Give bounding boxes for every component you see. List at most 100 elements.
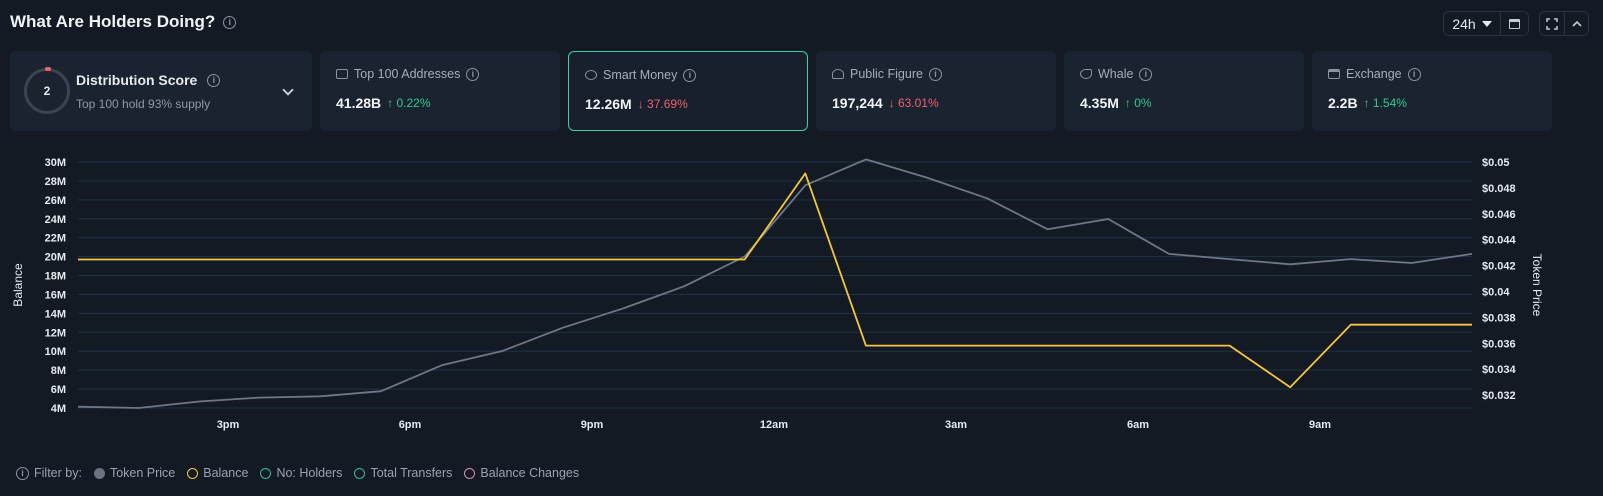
y2-tick-label: $0.036 — [1482, 338, 1516, 350]
metric-value-row: 197,244 ↓ 63.01% — [832, 95, 1056, 111]
y2-tick-label: $0.048 — [1482, 183, 1516, 195]
metric-label: Top 100 Addresses i — [336, 67, 560, 81]
metric-value: 2.2B — [1328, 95, 1358, 111]
distribution-subtitle: Top 100 hold 93% supply — [76, 97, 211, 111]
filter-label: i Filter by: — [16, 466, 82, 480]
x-tick-label: 9pm — [581, 419, 604, 431]
metric-card-smart-money[interactable]: Smart Money i 12.26M ↓ 37.69% — [568, 51, 808, 131]
collapse-button[interactable] — [1564, 12, 1588, 35]
metric-value: 4.35M — [1080, 95, 1119, 111]
chevron-up-icon — [1571, 20, 1582, 27]
x-tick-label: 6am — [1127, 419, 1149, 431]
info-icon[interactable]: i — [223, 15, 237, 29]
metric-card-public-figure[interactable]: Public Figure i 197,244 ↓ 63.01% — [816, 51, 1056, 131]
metric-value: 41.28B — [336, 95, 382, 111]
holders-chart[interactable]: 30M 28M 26M 24M 22M 20M 18M 16M 14M 12M 10M 8M 6M 4M $… — [0, 140, 1603, 450]
metric-label: Smart Money i — [585, 68, 807, 82]
page-title: What Are Holders Doing? — [10, 12, 216, 31]
range-dropdown[interactable]: 24h — [1444, 12, 1500, 35]
smart-money-icon — [585, 70, 597, 80]
balance-changes-dot-icon — [464, 467, 476, 479]
metric-change: ↑ 1.54% — [1363, 96, 1407, 110]
balance-series-line — [78, 172, 1472, 389]
y-tick-label: 14M — [45, 308, 66, 320]
filter-text: Total Transfers — [370, 466, 453, 480]
metric-label: Exchange i — [1328, 67, 1552, 81]
filter-text: Balance — [203, 466, 249, 480]
y-tick-label: 30M — [45, 157, 66, 169]
y-tick-label: 4M — [51, 403, 66, 415]
metric-label-text: Smart Money — [603, 68, 678, 82]
y2-tick-label: $0.044 — [1482, 235, 1517, 247]
metric-cards: 2 Distribution Score i Top 100 hold 93% … — [10, 51, 1590, 131]
y-tick-label: 20M — [45, 252, 66, 264]
balance-dot-icon — [187, 467, 199, 479]
gauge-marker — [45, 67, 51, 71]
y-tick-label: 26M — [45, 195, 66, 207]
expand-icon — [1546, 17, 1558, 30]
y-tick-label: 6M — [51, 384, 66, 396]
header: What Are Holders Doing? i — [10, 12, 237, 32]
transfers-dot-icon — [354, 467, 366, 479]
info-icon[interactable]: i — [683, 68, 697, 82]
x-tick-label: 12am — [760, 419, 788, 431]
token-price-dot-icon — [93, 467, 105, 479]
y2-tick-label: $0.042 — [1482, 261, 1516, 273]
filter-token-price[interactable]: Token Price — [93, 466, 175, 480]
wallet-icon — [336, 69, 348, 79]
metric-label-text: Top 100 Addresses — [354, 67, 461, 81]
range-controls: 24h — [1443, 11, 1529, 36]
y2-tick-label: $0.046 — [1482, 209, 1516, 221]
y2-tick-label: $0.04 — [1482, 286, 1510, 298]
y-tick-label: 16M — [45, 289, 66, 301]
x-tick-label: 3am — [945, 419, 967, 431]
info-icon[interactable]: i — [1407, 67, 1421, 81]
distribution-score-value: 2 — [43, 84, 51, 98]
distribution-gauge: 2 — [24, 67, 70, 114]
filter-total-transfers[interactable]: Total Transfers — [354, 466, 452, 480]
info-icon[interactable]: i — [466, 67, 480, 81]
metric-value-row: 4.35M ↑ 0% — [1080, 95, 1304, 111]
metric-change: ↑ 0% — [1124, 96, 1152, 110]
x-tick-label: 3pm — [217, 419, 240, 431]
calendar-button[interactable] — [1500, 12, 1528, 35]
metric-card-exchange[interactable]: Exchange i 2.2B ↑ 1.54% — [1312, 51, 1552, 131]
distribution-score-card[interactable]: 2 Distribution Score i Top 100 hold 93% … — [10, 51, 312, 131]
x-tick-label: 9am — [1309, 419, 1331, 431]
metric-card-top100[interactable]: Top 100 Addresses i 41.28B ↑ 0.22% — [320, 51, 560, 131]
view-controls — [1539, 11, 1589, 36]
info-icon[interactable]: i — [16, 466, 29, 480]
filter-bar: i Filter by: Token Price Balance No: Hol… — [16, 466, 579, 480]
metric-label-text: Public Figure — [850, 67, 923, 81]
y2-tick-label: $0.05 — [1482, 157, 1510, 169]
filter-label-text: Filter by: — [34, 466, 82, 480]
caret-down-icon — [1481, 20, 1492, 27]
filter-balance-changes[interactable]: Balance Changes — [464, 466, 579, 480]
chevron-down-icon[interactable] — [282, 84, 294, 96]
x-tick-label: 6pm — [399, 419, 422, 431]
metric-label-text: Whale — [1098, 67, 1134, 81]
metric-change: ↓ 37.69% — [637, 97, 688, 111]
token-price-series-line — [77, 158, 1473, 409]
bank-icon — [1328, 69, 1340, 79]
info-icon[interactable]: i — [1139, 67, 1153, 81]
calendar-icon — [1509, 18, 1520, 29]
y-tick-label: 24M — [45, 214, 66, 226]
y-tick-label: 18M — [45, 271, 66, 283]
info-icon[interactable]: i — [928, 67, 942, 81]
info-icon[interactable]: i — [207, 73, 221, 87]
y2-tick-label: $0.034 — [1482, 364, 1517, 376]
metric-card-whale[interactable]: Whale i 4.35M ↑ 0% — [1064, 51, 1304, 131]
metric-value-row: 41.28B ↑ 0.22% — [336, 95, 560, 111]
metric-value: 197,244 — [832, 95, 883, 111]
y2-tick-label: $0.032 — [1482, 390, 1516, 402]
top-controls: 24h — [1443, 11, 1589, 36]
y-tick-label: 28M — [45, 176, 66, 188]
filter-balance[interactable]: Balance — [187, 466, 248, 480]
fullscreen-button[interactable] — [1540, 12, 1564, 35]
filter-text: No: Holders — [276, 466, 343, 480]
metric-label: Whale i — [1080, 67, 1304, 81]
whale-icon — [1080, 69, 1092, 79]
filter-no-holders[interactable]: No: Holders — [260, 466, 342, 480]
distribution-title: Distribution Score i — [76, 72, 221, 88]
